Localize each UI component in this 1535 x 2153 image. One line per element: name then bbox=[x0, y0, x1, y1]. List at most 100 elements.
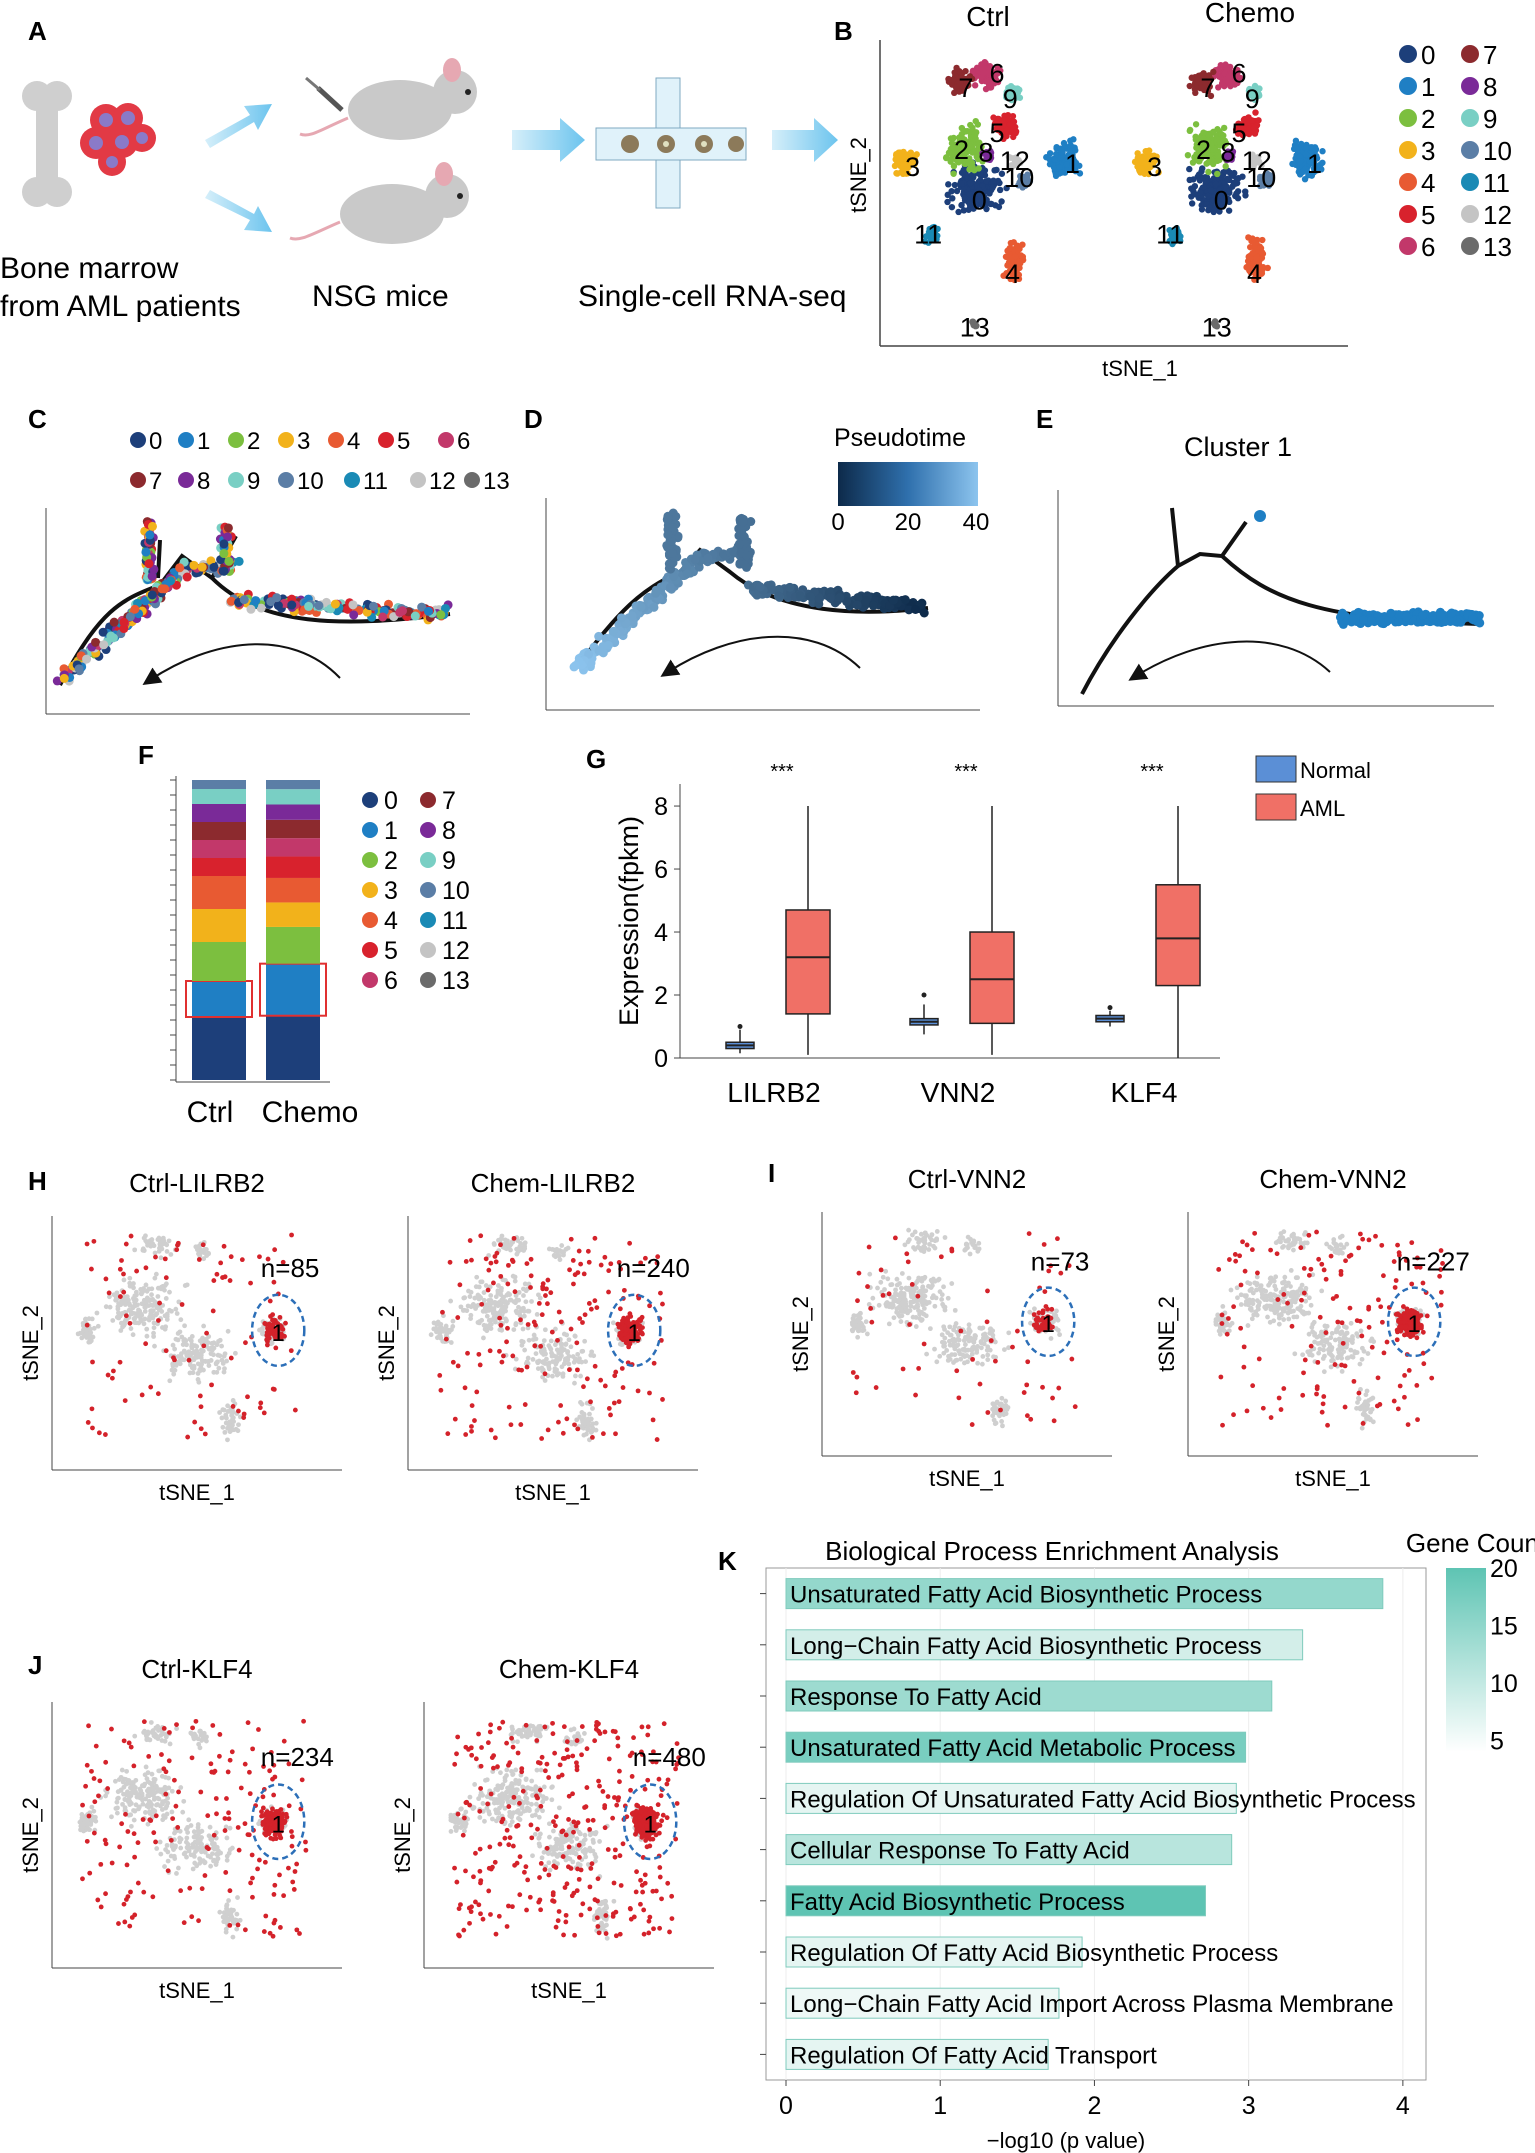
cluster-4-points bbox=[1243, 234, 1271, 283]
panel-e-direction-arrow bbox=[1128, 640, 1331, 681]
panelH-ylabel-0: tSNE_2 bbox=[18, 1305, 43, 1381]
panel-b-legend: 0 7 1 8 2 9 3 10 4 11 5 12 6 13 bbox=[1399, 40, 1512, 262]
mouse-control-icon bbox=[289, 162, 469, 244]
cluster-label-7: 7 bbox=[1200, 73, 1215, 103]
c-legend-swatch-10 bbox=[278, 472, 294, 488]
cluster-label-3: 3 bbox=[905, 152, 920, 182]
f-legend-label-5: 5 bbox=[384, 937, 398, 965]
panel-b-xlabel: tSNE_1 bbox=[1102, 356, 1178, 381]
aml-cells-icon bbox=[80, 103, 156, 176]
c-legend-label-13: 13 bbox=[483, 468, 510, 495]
gene-count-tick-20: 20 bbox=[1490, 1555, 1518, 1583]
panelI-xlabel-0: tSNE_1 bbox=[929, 1466, 1005, 1491]
f-legend-swatch-3 bbox=[362, 882, 378, 898]
gene-count-tick-5: 5 bbox=[1490, 1728, 1504, 1756]
stack-Chemo-cluster-0 bbox=[266, 1015, 320, 1080]
panel-b-label: B bbox=[834, 16, 853, 46]
cluster-7-points bbox=[1186, 68, 1217, 100]
legend-swatch-8 bbox=[1461, 77, 1479, 95]
legend-label-0: 0 bbox=[1421, 40, 1435, 70]
panelJ-ylabel-1: tSNE_2 bbox=[390, 1797, 415, 1873]
c-legend-label-2: 2 bbox=[247, 428, 260, 455]
cluster-2-points bbox=[1184, 121, 1230, 178]
panel-f-label: F bbox=[138, 740, 154, 770]
panelH-title-1: Chem-LILRB2 bbox=[471, 1168, 636, 1198]
box-VNN2-AML bbox=[969, 806, 1015, 1055]
k-xtick-1: 1 bbox=[933, 2092, 947, 2120]
cluster-10-points bbox=[1256, 170, 1275, 190]
panelI-ylabel-0: tSNE_2 bbox=[788, 1296, 813, 1372]
cluster-label-10: 10 bbox=[1004, 163, 1034, 193]
f-legend-label-13: 13 bbox=[442, 967, 470, 995]
pseudotime-tick-20: 20 bbox=[895, 509, 922, 536]
k-bar-label-4: Regulation Of Unsaturated Fatty Acid Bio… bbox=[790, 1786, 1416, 1813]
cluster-5-points bbox=[1232, 109, 1262, 139]
legend-swatch-4 bbox=[1399, 173, 1417, 191]
panelH-xlabel-1: tSNE_1 bbox=[515, 1480, 591, 1505]
f-legend-label-1: 1 bbox=[384, 817, 398, 845]
panel-c-cells bbox=[52, 517, 453, 686]
panel-d-label: D bbox=[524, 404, 543, 434]
c-legend-label-7: 7 bbox=[149, 468, 162, 495]
stack-Ctrl-cluster-1 bbox=[192, 981, 246, 1017]
c-legend-swatch-2 bbox=[228, 432, 244, 448]
f-legend-label-6: 6 bbox=[384, 967, 398, 995]
box-LILRB2-AML bbox=[785, 806, 831, 1055]
legend-aml-label: AML bbox=[1300, 796, 1345, 821]
cluster-13-points bbox=[1210, 318, 1221, 330]
cluster-label-9: 9 bbox=[1003, 84, 1018, 114]
stack-Ctrl-cluster-6 bbox=[192, 840, 246, 858]
f-legend-label-8: 8 bbox=[442, 817, 456, 845]
cluster-11-points bbox=[921, 223, 941, 246]
k-bar-label-0: Unsaturated Fatty Acid Biosynthetic Proc… bbox=[790, 1582, 1262, 1609]
panelI-cluster-outline-1 bbox=[1386, 1286, 1442, 1358]
stack-Ctrl-cluster-3 bbox=[192, 909, 246, 942]
c-legend-swatch-0 bbox=[130, 432, 146, 448]
panelH-count-1: n=240 bbox=[617, 1253, 690, 1283]
cluster-label-7: 7 bbox=[958, 73, 973, 103]
panel-e-cells bbox=[1335, 607, 1485, 629]
legend-swatch-0 bbox=[1399, 45, 1417, 63]
cluster-11-points bbox=[1166, 224, 1184, 248]
k-bar-0 bbox=[785, 1578, 1384, 1610]
panelJ-count-0: n=234 bbox=[261, 1742, 334, 1772]
f-legend-label-9: 9 bbox=[442, 847, 456, 875]
g-ytick-0: 0 bbox=[654, 1045, 668, 1073]
stack-Chemo-cluster-10 bbox=[266, 780, 320, 790]
panel-b-title-ctrl: Ctrl bbox=[966, 1, 1010, 32]
cluster-10-points bbox=[1015, 171, 1034, 191]
legend-label-6: 6 bbox=[1421, 232, 1435, 262]
cluster-label-1: 1 bbox=[1307, 149, 1322, 179]
panel-k-barchart: 0 1 2 3 4 −log10 (p value) Unsaturated Fatty A… bbox=[760, 1567, 1427, 2153]
g-ylabel: Expression(fpkm) bbox=[614, 816, 644, 1026]
k-bar-label-3: Unsaturated Fatty Acid Metabolic Process bbox=[790, 1735, 1236, 1762]
c-legend-label-12: 12 bbox=[429, 468, 456, 495]
panel-e: E Cluster 1 bbox=[1036, 404, 1494, 707]
panel-d-cells bbox=[569, 508, 929, 675]
panelJ-count-1: n=480 bbox=[633, 1742, 706, 1772]
panel-g: G 0 2 4 6 8 Expression(fpkm) LILRB2 *** VNN2 *** K… bbox=[586, 744, 1371, 1108]
cluster-label-0: 0 bbox=[972, 186, 987, 216]
legend-label-13: 13 bbox=[1483, 232, 1512, 262]
panel-c-trajectory bbox=[58, 553, 451, 686]
panelI-cluster-label-1: 1 bbox=[1408, 1311, 1421, 1338]
legend-swatch-12 bbox=[1461, 205, 1479, 223]
legend-swatch-9 bbox=[1461, 109, 1479, 127]
panelH-ylabel-1: tSNE_2 bbox=[374, 1305, 399, 1381]
cluster-3-points bbox=[1131, 147, 1162, 178]
k-bar-9 bbox=[785, 2038, 1049, 2070]
f-legend-label-7: 7 bbox=[442, 787, 456, 815]
k-bar-8 bbox=[785, 1987, 1060, 2019]
c-legend-label-11: 11 bbox=[363, 468, 388, 495]
cluster-label-5: 5 bbox=[989, 118, 1004, 148]
c-legend-swatch-4 bbox=[328, 432, 344, 448]
c-legend-swatch-13 bbox=[464, 472, 480, 488]
stack-Ctrl-cluster-0 bbox=[192, 1017, 246, 1080]
f-legend-swatch-4 bbox=[362, 912, 378, 928]
panel-e-label: E bbox=[1036, 404, 1053, 434]
legend-label-10: 10 bbox=[1483, 136, 1512, 166]
stack-Chemo-cluster-5 bbox=[266, 856, 320, 878]
cluster-label-3: 3 bbox=[1147, 152, 1162, 182]
f-legend-swatch-13 bbox=[420, 972, 436, 988]
